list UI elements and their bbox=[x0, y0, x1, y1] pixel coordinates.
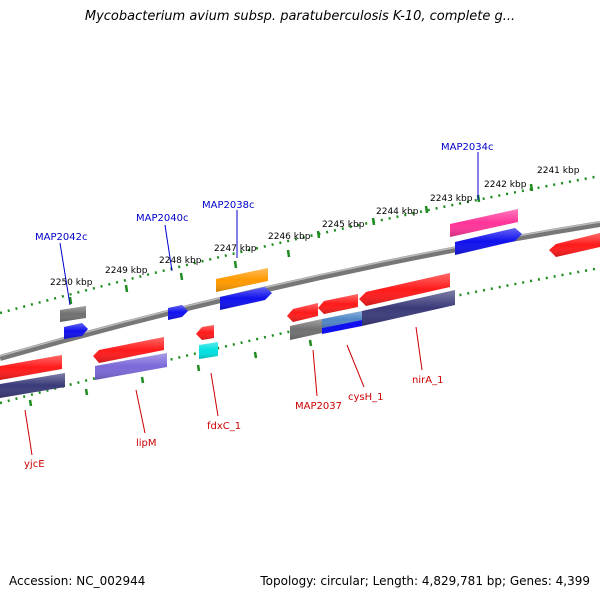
major-tick bbox=[316, 230, 321, 239]
scale-label: 2247 kbp bbox=[214, 244, 257, 254]
minor-tick bbox=[253, 351, 258, 359]
label-map2040c[interactable]: MAP2040c bbox=[136, 213, 188, 224]
label-cysh-1[interactable]: cysH_1 bbox=[348, 392, 384, 403]
major-tick bbox=[179, 272, 184, 281]
scale-label: 2244 kbp bbox=[376, 207, 419, 217]
label-map2042c[interactable]: MAP2042c bbox=[35, 232, 87, 243]
label-map2034c[interactable]: MAP2034c bbox=[441, 142, 493, 153]
scale-label: 2245 kbp bbox=[322, 220, 365, 230]
major-tick bbox=[371, 217, 376, 226]
reverse-gene-labels: yjcE lipM fdxC_1 MAP2037 cysH_1 nirA_1 bbox=[24, 375, 443, 470]
major-tick bbox=[233, 260, 238, 269]
minor-tick bbox=[308, 339, 313, 347]
scale-labels: 2241 kbp 2242 kbp 2243 kbp 2244 kbp 2245… bbox=[50, 166, 580, 288]
minor-tick bbox=[84, 388, 89, 396]
label-map2037[interactable]: MAP2037 bbox=[295, 401, 342, 412]
accession-text: Accession: NC_002944 bbox=[9, 574, 146, 588]
minor-tick bbox=[140, 376, 145, 384]
label-yjce[interactable]: yjcE bbox=[24, 459, 45, 470]
forward-leader-lines bbox=[59, 152, 479, 306]
major-tick bbox=[124, 284, 129, 293]
forward-strand-genes[interactable] bbox=[60, 209, 522, 339]
gene-cysh-1-feature-blue[interactable] bbox=[322, 320, 362, 334]
label-nira-1[interactable]: nirA_1 bbox=[412, 375, 443, 386]
minor-tick bbox=[196, 364, 201, 372]
major-tick bbox=[286, 249, 291, 258]
reverse-strand-genes[interactable] bbox=[0, 233, 600, 398]
scale-label: 2249 kbp bbox=[105, 266, 148, 276]
scale-label: 2250 kbp bbox=[50, 278, 93, 288]
forward-gene-labels: MAP2034c MAP2038c MAP2040c MAP2042c bbox=[35, 142, 493, 243]
scale-ring-outer bbox=[0, 174, 600, 315]
reverse-leader-lines bbox=[24, 326, 423, 456]
major-tick bbox=[424, 205, 429, 214]
scale-label: 2243 kbp bbox=[430, 194, 473, 204]
label-lipm[interactable]: lipM bbox=[136, 438, 157, 449]
label-map2038c[interactable]: MAP2038c bbox=[202, 200, 254, 211]
major-tick bbox=[529, 183, 534, 192]
scale-label: 2248 kbp bbox=[159, 256, 202, 266]
genome-stats-text: Topology: circular; Length: 4,829,781 bp… bbox=[260, 574, 590, 588]
label-fdxc-1[interactable]: fdxC_1 bbox=[207, 421, 241, 432]
scale-label: 2242 kbp bbox=[484, 180, 527, 190]
major-tick bbox=[68, 296, 73, 305]
map-title: Mycobacterium avium subsp. paratuberculo… bbox=[84, 9, 516, 24]
scale-label: 2241 kbp bbox=[537, 166, 580, 176]
minor-tick bbox=[28, 399, 33, 407]
scale-label: 2246 kbp bbox=[268, 232, 311, 242]
